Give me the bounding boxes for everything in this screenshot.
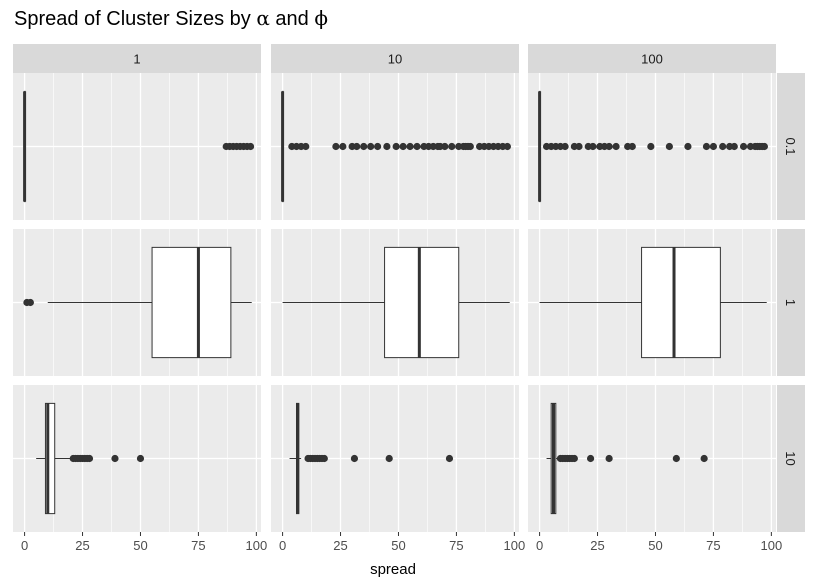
x-tick-label: 0 — [536, 538, 543, 553]
row-strip-1 — [777, 229, 805, 376]
outlier-point — [360, 142, 368, 151]
title-mid: and — [269, 8, 315, 30]
x-tick-label: 50 — [648, 538, 662, 553]
outlier-point — [111, 454, 119, 463]
outlier-point — [374, 142, 382, 151]
x-tick-label: 0 — [279, 538, 286, 553]
x-tick-label: 25 — [590, 538, 604, 553]
outlier-point — [605, 142, 613, 151]
box — [44, 402, 56, 515]
outlier-point — [702, 142, 711, 151]
outlier-point — [466, 142, 474, 151]
outlier-point — [709, 142, 718, 151]
x-axis-title: spread — [370, 561, 416, 578]
col-strip-label: 1 — [133, 52, 140, 67]
title-phi: ϕ — [314, 6, 328, 30]
outlier-point — [353, 142, 361, 151]
box — [151, 246, 232, 359]
outlier-point — [445, 454, 454, 463]
x-tick-label: 100 — [504, 538, 526, 553]
outlier-point — [730, 142, 738, 151]
outlier-point — [739, 142, 748, 151]
outlier-point — [561, 142, 569, 151]
title-prefix: Spread of Cluster Sizes by — [14, 8, 257, 30]
row-strip-label: 1 — [783, 299, 798, 306]
outlier-point — [700, 454, 708, 463]
outlier-point — [684, 142, 692, 151]
x-tick-label: 100 — [761, 538, 783, 553]
row-strip-2 — [777, 385, 805, 532]
row-strip-label: 0.1 — [783, 137, 798, 155]
x-tick-label: 100 — [246, 538, 268, 553]
outlier-point — [589, 142, 597, 151]
outlier-point — [628, 142, 636, 151]
x-tick-label: 25 — [75, 538, 89, 553]
outlier-point — [575, 142, 583, 151]
outlier-point — [302, 142, 310, 151]
x-tick-label: 25 — [333, 538, 347, 553]
col-strip-0 — [13, 44, 261, 73]
outlier-point — [85, 454, 94, 463]
outlier-point — [503, 142, 512, 151]
outlier-point — [612, 142, 620, 151]
col-strip-label: 10 — [388, 52, 402, 67]
box — [384, 246, 460, 359]
outlier-point — [605, 454, 613, 463]
outlier-point — [383, 142, 391, 151]
outlier-point — [413, 142, 421, 151]
outlier-point — [570, 454, 578, 463]
outlier-point — [672, 454, 680, 463]
outlier-point — [399, 142, 407, 151]
x-tick-label: 0 — [21, 538, 28, 553]
x-tick-label: 75 — [191, 538, 205, 553]
row-strip-0 — [777, 73, 805, 220]
outlier-point — [406, 142, 414, 151]
outlier-point — [441, 142, 449, 151]
box — [641, 246, 721, 359]
outlier-point — [320, 454, 328, 463]
outlier-point — [719, 142, 727, 151]
col-strip-label: 100 — [641, 52, 663, 67]
x-tick-label: 75 — [449, 538, 463, 553]
outlier-point — [350, 454, 359, 463]
x-tick-label: 50 — [133, 538, 147, 553]
outlier-point — [367, 142, 375, 151]
col-strip-2 — [528, 44, 776, 73]
title-alpha: α — [256, 6, 270, 30]
outlier-point — [246, 142, 255, 151]
outlier-point — [760, 142, 769, 151]
outlier-point — [448, 142, 456, 151]
x-tick-label: 50 — [391, 538, 405, 553]
outlier-point — [26, 298, 34, 307]
outlier-point — [647, 142, 655, 151]
outlier-point — [665, 142, 673, 151]
row-strip-label: 10 — [783, 451, 798, 465]
outlier-point — [136, 454, 145, 463]
outlier-point — [332, 142, 340, 151]
outlier-point — [385, 454, 393, 463]
col-strip-1 — [271, 44, 519, 73]
outlier-point — [392, 142, 400, 151]
chart-title: Spread of Cluster Sizes by α and ϕ — [14, 6, 328, 31]
outlier-point — [586, 454, 595, 463]
x-tick-label: 75 — [706, 538, 720, 553]
outlier-point — [339, 142, 347, 151]
